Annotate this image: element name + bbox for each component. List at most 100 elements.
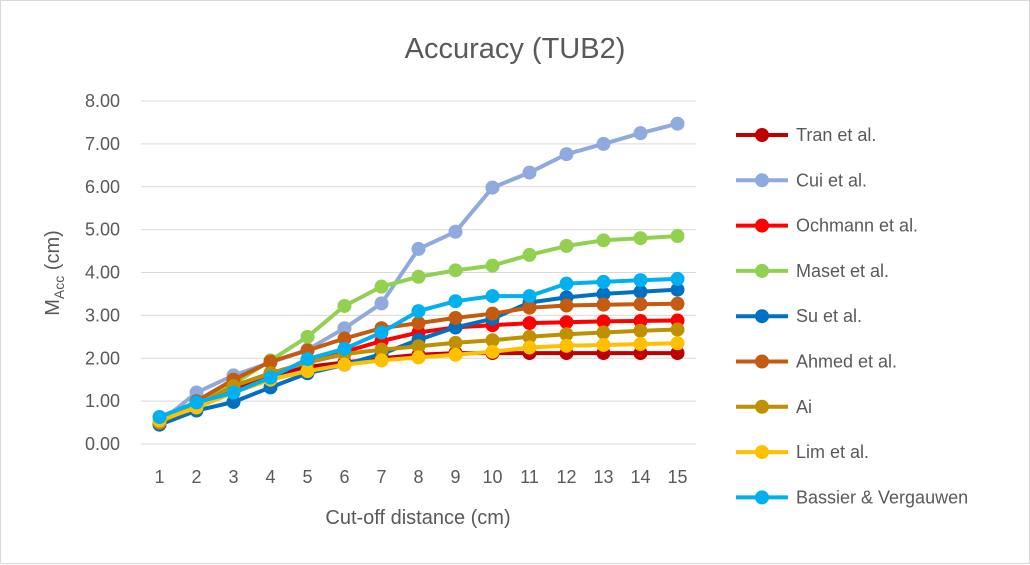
- x-tick-label: 12: [556, 467, 576, 487]
- data-point: [485, 344, 500, 359]
- data-point: [596, 337, 611, 352]
- data-point: [596, 233, 611, 248]
- legend-label: Ahmed et al.: [796, 352, 897, 372]
- data-point: [411, 304, 426, 319]
- data-point: [411, 241, 426, 256]
- x-tick-label: 2: [191, 467, 201, 487]
- y-axis-title-unit: (cm): [42, 230, 64, 276]
- data-point: [633, 313, 648, 328]
- data-point: [226, 385, 241, 400]
- y-tick-label: 0.00: [85, 434, 120, 454]
- chart-title: Accuracy (TUB2): [405, 33, 626, 65]
- data-point: [559, 327, 574, 342]
- legend-item: Su et al.: [736, 306, 862, 326]
- legend-item: Ahmed et al.: [736, 352, 897, 372]
- legend-label: Su et al.: [796, 306, 862, 326]
- x-tick-label: 13: [593, 467, 613, 487]
- data-point: [411, 316, 426, 331]
- data-point: [337, 298, 352, 313]
- y-axis-title: MAcc (cm): [42, 230, 67, 316]
- data-point: [633, 284, 648, 299]
- x-tick-label: 5: [302, 467, 312, 487]
- legend-item: Maset et al.: [736, 261, 889, 281]
- data-point: [448, 263, 463, 278]
- data-point: [189, 395, 204, 410]
- data-point: [448, 294, 463, 309]
- data-point: [374, 325, 389, 340]
- data-point: [559, 147, 574, 162]
- data-point: [670, 116, 685, 131]
- series-group: [152, 116, 685, 432]
- data-point: [485, 306, 500, 321]
- legend-marker: [755, 218, 769, 233]
- x-axis-ticks: 1 2 3 4 5 6 7 8 9 10 11 12 13 14 15: [154, 467, 687, 487]
- data-point: [633, 297, 648, 312]
- data-point: [374, 279, 389, 294]
- data-point: [263, 354, 278, 369]
- y-axis-title-main: M: [42, 299, 64, 316]
- x-tick-label: 6: [339, 467, 349, 487]
- data-point: [596, 286, 611, 301]
- data-point: [670, 229, 685, 244]
- legend-marker: [755, 445, 769, 460]
- data-point: [596, 325, 611, 340]
- data-point: [559, 298, 574, 313]
- legend-item: Tran et al.: [736, 125, 876, 145]
- legend-label: Ochmann et al.: [796, 216, 918, 236]
- data-point: [670, 322, 685, 337]
- data-point: [448, 224, 463, 239]
- data-point: [300, 352, 315, 367]
- x-axis-title: Cut-off distance (cm): [325, 507, 510, 529]
- data-point: [596, 314, 611, 329]
- y-tick-label: 4.00: [85, 263, 120, 283]
- data-point: [633, 231, 648, 246]
- series-8: [152, 271, 685, 424]
- x-tick-label: 4: [265, 467, 275, 487]
- y-tick-label: 6.00: [85, 177, 120, 197]
- legend: Tran et al. Cui et al. Ochmann et al. Maset…: [736, 125, 968, 507]
- data-point: [670, 336, 685, 351]
- y-tick-label: 8.00: [85, 91, 120, 111]
- legend-label: Tran et al.: [796, 125, 876, 145]
- data-point: [448, 347, 463, 362]
- legend-label: Lim et al.: [796, 442, 869, 462]
- data-point: [559, 238, 574, 253]
- legend-item: Lim et al.: [736, 442, 869, 462]
- data-point: [374, 342, 389, 357]
- data-point: [374, 296, 389, 311]
- legend-item: Bassier & Vergauwen: [736, 487, 968, 507]
- data-point: [670, 346, 685, 361]
- legend-label: Bassier & Vergauwen: [796, 487, 968, 507]
- x-tick-label: 11: [520, 467, 539, 487]
- data-point: [633, 126, 648, 141]
- x-tick-label: 14: [630, 467, 650, 487]
- data-point: [337, 341, 352, 356]
- legend-marker: [755, 128, 769, 142]
- legend-item: Ochmann et al.: [736, 216, 918, 236]
- y-tick-label: 5.00: [85, 220, 120, 240]
- data-point: [633, 337, 648, 352]
- legend-label: Cui et al.: [796, 170, 867, 190]
- data-point: [559, 315, 574, 330]
- legend-marker: [755, 490, 769, 505]
- legend-item: Ai: [736, 397, 812, 417]
- data-point: [522, 329, 537, 344]
- data-point: [670, 271, 685, 286]
- data-point: [596, 297, 611, 312]
- data-point: [337, 321, 352, 336]
- data-point: [485, 180, 500, 195]
- x-tick-label: 8: [413, 467, 423, 487]
- data-point: [337, 331, 352, 346]
- data-point: [485, 258, 500, 273]
- data-point: [559, 276, 574, 291]
- data-point: [337, 357, 352, 372]
- y-tick-label: 1.00: [85, 391, 120, 411]
- data-point: [559, 338, 574, 353]
- data-point: [263, 370, 278, 385]
- legend-item: Cui et al.: [736, 170, 867, 190]
- legend-marker: [755, 354, 769, 369]
- data-point: [670, 296, 685, 311]
- y-tick-label: 2.00: [85, 348, 120, 368]
